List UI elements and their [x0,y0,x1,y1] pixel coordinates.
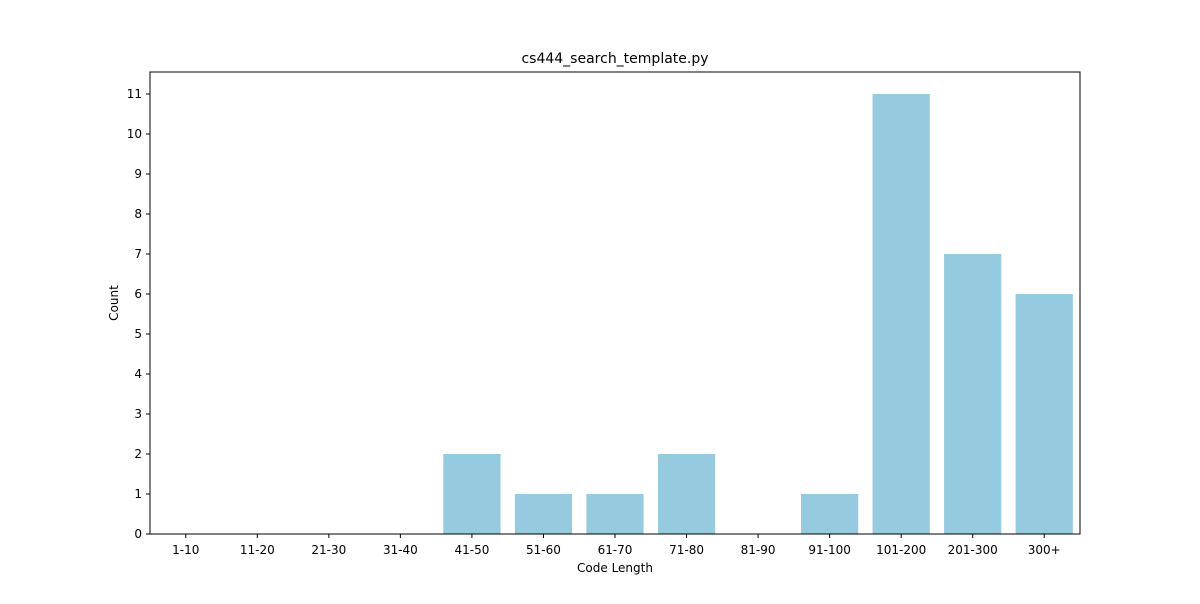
chart-title: cs444_search_template.py [521,51,708,67]
x-axis: 1-10 11-20 21-30 31-40 41-50 51-60 61-70 71-80 8… [172,534,1061,557]
bar-101-200 [872,94,930,534]
bar-51-60 [514,494,573,534]
y-tick-label: 8 [134,207,142,221]
x-tick-label: 201-300 [948,543,998,557]
y-axis: 0 1 2 3 4 5 6 7 8 9 10 11 [127,87,150,541]
x-tick-label: 61-70 [598,543,633,557]
x-tick-label: 31-40 [383,543,418,557]
y-tick-label: 9 [134,167,142,181]
x-tick-label: 91-100 [808,543,851,557]
x-tick-label: 71-80 [669,543,704,557]
y-tick-label: 11 [127,87,142,101]
y-tick-label: 1 [134,487,142,501]
y-tick-label: 6 [134,287,142,301]
x-tick-label: 300+ [1028,543,1061,557]
x-tick-label: 101-200 [876,543,926,557]
plot-frame [149,71,1081,535]
bars-group [443,94,1073,534]
y-tick-label: 5 [134,327,142,341]
x-axis-label: Code Length [577,561,653,575]
x-tick-label: 41-50 [454,543,489,557]
bar-61-70 [586,494,644,534]
y-tick-label: 7 [134,247,142,261]
y-tick-label: 2 [134,447,142,461]
x-tick-label: 51-60 [526,543,561,557]
bar-71-80 [657,454,716,534]
x-tick-label: 81-90 [741,543,776,557]
y-tick-label: 10 [127,127,142,141]
y-tick-label: 3 [134,407,142,421]
y-tick-label: 0 [134,527,142,541]
x-tick-label: 1-10 [172,543,199,557]
bar-41-50 [443,454,501,534]
bar-201-300 [944,254,1002,534]
x-tick-label: 11-20 [240,543,275,557]
y-tick-label: 4 [134,367,142,381]
x-tick-label: 21-30 [311,543,346,557]
bar-300+ [1015,294,1073,534]
bar-91-100 [801,494,859,534]
y-axis-label: Count [107,285,121,321]
